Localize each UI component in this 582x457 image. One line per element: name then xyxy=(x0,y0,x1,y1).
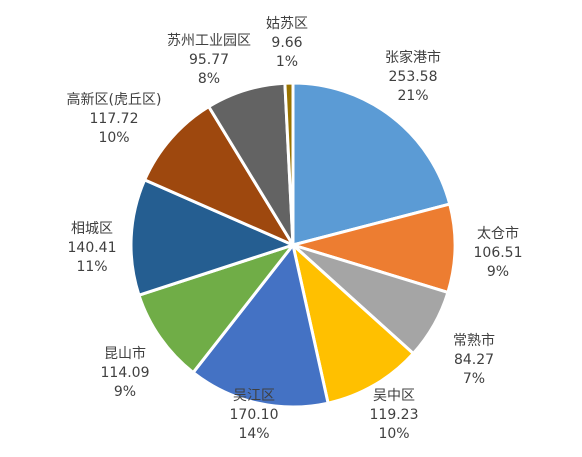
slice-label: 苏州工业园区 95.77 8% xyxy=(167,33,251,87)
slice-value: 95.77 xyxy=(189,52,229,68)
slice-percent: 1% xyxy=(276,54,298,70)
slice-percent: 10% xyxy=(98,130,129,146)
slice-label: 昆山市 114.09 9% xyxy=(101,345,150,400)
pie-slice xyxy=(129,178,295,297)
slice-name: 太仓市 xyxy=(477,225,519,242)
slice-value: 119.23 xyxy=(370,407,419,423)
pie-slice xyxy=(283,81,295,247)
slice-value: 170.10 xyxy=(230,407,279,423)
slice-label: 相城区 140.41 11% xyxy=(68,221,117,275)
slice-label: 高新区(虎丘区) 117.72 10% xyxy=(67,91,162,146)
slice-value: 114.09 xyxy=(101,365,150,381)
slice-percent: 11% xyxy=(76,259,107,275)
slice-name: 吴江区 xyxy=(233,388,275,404)
slice-percent: 9% xyxy=(114,384,136,400)
slice-percent: 21% xyxy=(397,88,428,104)
pie-slice xyxy=(291,202,457,294)
slice-value: 84.27 xyxy=(454,352,494,368)
slice-label: 常熟市 84.27 7% xyxy=(453,332,495,387)
slice-name: 常熟市 xyxy=(453,332,495,349)
slice-percent: 7% xyxy=(463,371,485,387)
slice-value: 106.51 xyxy=(474,245,523,261)
slice-name: 苏州工业园区 xyxy=(167,33,251,49)
slice-label: 太仓市 106.51 9% xyxy=(474,225,523,280)
slice-value: 253.58 xyxy=(389,69,438,85)
slice-name: 张家港市 xyxy=(385,49,441,66)
pie-slice xyxy=(291,81,452,247)
slice-label: 吴中区 119.23 10% xyxy=(370,388,419,442)
slice-name: 昆山市 xyxy=(104,345,146,362)
pie-slice xyxy=(137,243,295,375)
slice-value: 9.66 xyxy=(271,35,302,51)
slice-percent: 14% xyxy=(238,426,269,442)
pie-labels: 张家港市 253.58 21% 太仓市 106.51 9% 常熟市 84.27 7% 吴中区 119… xyxy=(67,16,523,442)
slice-percent: 9% xyxy=(487,264,509,280)
slice-value: 117.72 xyxy=(90,111,139,127)
slice-percent: 10% xyxy=(378,426,409,442)
slice-label: 张家港市 253.58 21% xyxy=(385,49,441,104)
slice-name: 吴中区 xyxy=(373,388,415,404)
slice-value: 140.41 xyxy=(68,240,117,256)
pie-slice xyxy=(291,243,415,405)
slice-name: 姑苏区 xyxy=(266,16,308,32)
slice-label: 姑苏区 9.66 1% xyxy=(266,16,308,70)
pie-slice xyxy=(143,105,295,247)
slice-percent: 8% xyxy=(198,71,220,87)
slice-name: 相城区 xyxy=(71,221,113,237)
pie-slice xyxy=(191,243,330,409)
slice-name: 高新区(虎丘区) xyxy=(67,91,162,108)
slice-label: 吴江区 170.10 14% xyxy=(230,388,279,442)
pie-slices xyxy=(129,81,457,409)
